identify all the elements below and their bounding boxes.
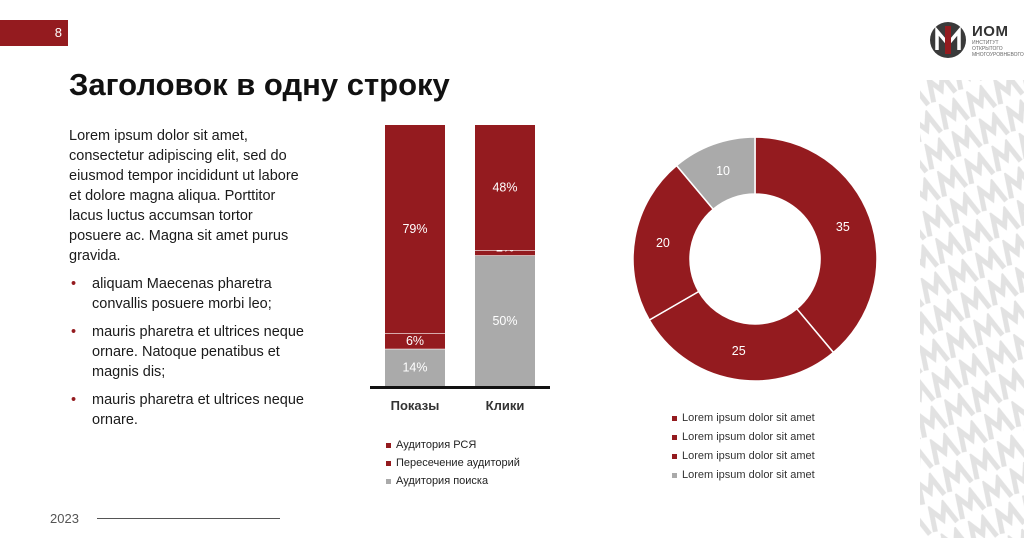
page-number-bar: 8 [0,20,68,46]
bar-chart-legend: Аудитория РСЯ Пересечение аудиторий Аудито… [386,436,520,490]
bar-segment [385,125,445,334]
legend-swatch [672,454,677,459]
slice-label: 35 [836,220,850,234]
legend-swatch [386,460,391,466]
donut-slice [754,136,878,354]
bullet-item: aliquam Maecenas pharetra convallis posu… [69,274,304,314]
legend-label: Аудитория поиска [396,475,489,487]
donut-slice [648,290,835,382]
legend-item: Lorem ipsum dolor sit amet [672,409,815,428]
footer-year: 2023 [50,511,79,526]
donut-slice [675,136,756,211]
legend-swatch [386,478,391,484]
legend-label: Аудитория РСЯ [396,439,477,451]
bar-segment [475,255,535,386]
legend-item: Lorem ipsum dolor sit amet [672,428,815,447]
data-label: 48% [492,181,517,195]
legend-item: Аудитория поиска [386,472,520,490]
legend-item: Аудитория РСЯ [386,436,520,454]
footer-divider [97,518,280,519]
legend-swatch [672,473,677,478]
legend-item: Пересечение аудиторий [386,454,520,472]
bullet-item: mauris pharetra et ultrices neque ornare… [69,322,304,382]
legend-swatch [672,435,677,440]
bar-segment [385,333,445,350]
donut-slice [632,164,715,322]
slice-label: 25 [732,344,746,358]
logo-mark-icon [930,22,966,58]
logo-name: ИОМ [972,23,1009,40]
data-label: 79% [402,222,427,236]
data-label: 14% [402,361,427,375]
body-text: Lorem ipsum dolor sit amet, consectetur … [69,126,304,438]
page-number: 8 [54,25,62,40]
logo-subtitle: ИНСТИТУТ ОТКРЫТОГО МНОГОУРОВНЕВОГО [972,40,1024,58]
slice-label: 10 [716,164,730,178]
legend-label: Пересечение аудиторий [396,457,520,469]
legend-label: Lorem ipsum dolor sit amet [682,450,815,462]
donut-chart-legend: Lorem ipsum dolor sit amet Lorem ipsum do… [672,409,815,485]
data-label: 6% [406,334,424,348]
bar-segment [475,250,535,256]
legend-swatch [672,416,677,421]
donut-chart: 35 25 20 10 [632,136,878,382]
slice-label: 20 [656,236,670,250]
data-label: 50% [492,314,517,328]
page-title: Заголовок в одну строку [69,67,450,102]
category-label: Клики [486,398,525,413]
bar-segment [475,125,535,251]
logo: ИОМ ИНСТИТУТ ОТКРЫТОГО МНОГОУРОВНЕВОГО [928,20,1024,64]
legend-label: Lorem ipsum dolor sit amet [682,469,815,481]
legend-label: Lorem ipsum dolor sit amet [682,431,815,443]
body-paragraph: Lorem ipsum dolor sit amet, consectetur … [69,128,299,264]
legend-item: Lorem ipsum dolor sit amet [672,447,815,466]
bar-segment [385,349,445,386]
category-label: Показы [391,398,440,413]
bullet-list: aliquam Maecenas pharetra convallis posu… [69,274,304,430]
decorative-pattern [920,80,1024,538]
bullet-item: mauris pharetra et ultrices neque ornare… [69,390,304,430]
legend-label: Lorem ipsum dolor sit amet [682,412,815,424]
legend-item: Lorem ipsum dolor sit amet [672,466,815,485]
legend-swatch [386,442,391,448]
